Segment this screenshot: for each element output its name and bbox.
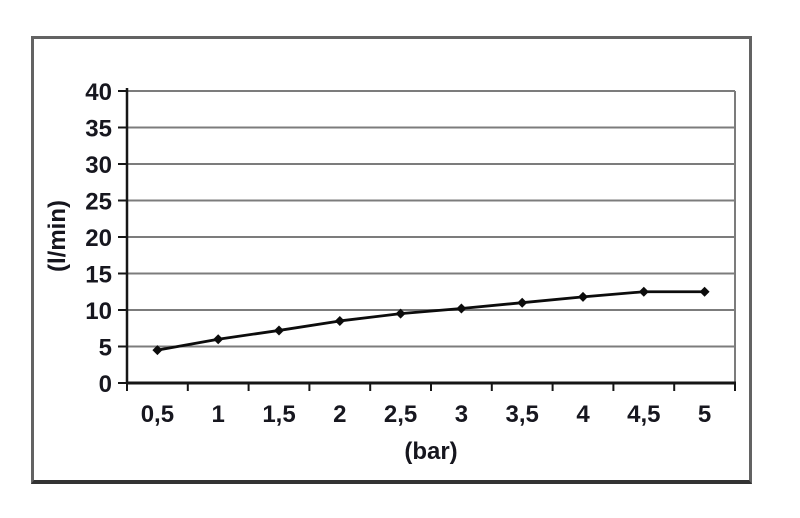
x-tick-label: 3,5 xyxy=(506,401,539,428)
data-point-marker xyxy=(395,308,406,319)
x-tick-label: 2,5 xyxy=(384,401,417,428)
y-tick-label: 20 xyxy=(85,225,112,252)
x-tick-label: 4 xyxy=(576,401,590,428)
data-point-marker xyxy=(213,334,224,345)
x-tick-label: 0,5 xyxy=(141,401,174,428)
x-tick-label: 1,5 xyxy=(262,401,295,428)
x-axis-title: (bar) xyxy=(404,438,458,465)
y-tick-label: 40 xyxy=(85,79,112,106)
x-tick-label: 5 xyxy=(698,401,711,428)
data-point-marker xyxy=(334,315,345,326)
chart-frame xyxy=(31,36,752,484)
y-tick-label: 10 xyxy=(85,298,112,325)
y-tick-label: 5 xyxy=(99,335,112,362)
data-point-marker xyxy=(517,297,528,308)
data-point-marker xyxy=(638,286,649,297)
data-point-marker xyxy=(274,325,284,336)
data-point-marker xyxy=(152,345,163,356)
x-tick-label: 3 xyxy=(455,401,468,428)
x-tick-label: 1 xyxy=(212,401,225,428)
data-point-marker xyxy=(456,303,467,314)
data-point-marker xyxy=(578,291,588,302)
y-tick-label: 25 xyxy=(85,189,112,216)
y-tick-label: 35 xyxy=(85,116,112,143)
y-axis-title: (l/min) xyxy=(44,200,71,272)
y-tick-label: 0 xyxy=(99,371,112,398)
data-point-marker xyxy=(699,286,710,297)
x-tick-label: 4,5 xyxy=(627,401,660,428)
x-tick-label: 2 xyxy=(333,401,346,428)
flow-series-line xyxy=(155,290,706,352)
y-tick-label: 15 xyxy=(85,262,112,289)
y-tick-label: 30 xyxy=(85,152,112,179)
